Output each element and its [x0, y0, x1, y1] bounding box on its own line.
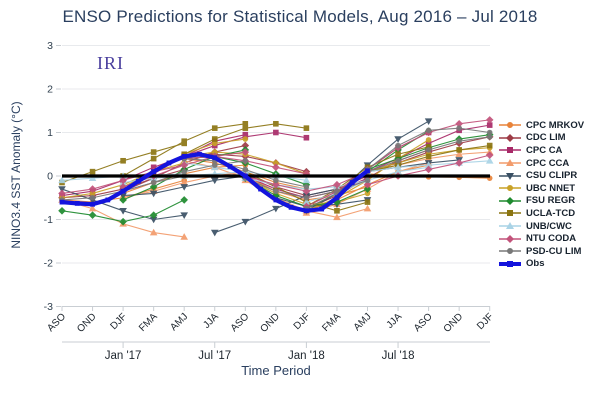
legend-swatch-triangle-up	[499, 222, 521, 230]
year-tick-label: Jul '17	[198, 350, 231, 362]
legend-swatch-circle	[499, 248, 521, 255]
legend-item-csu-clipr[interactable]: CSU CLIPR	[498, 169, 584, 182]
season-tick-label: ASO	[45, 311, 68, 334]
legend-label: CDC LIM	[526, 132, 566, 144]
legend-swatch-circle	[499, 122, 521, 129]
season-tick-label: JJA	[385, 311, 405, 331]
season-tick-label: OND	[442, 311, 466, 335]
year-tick-label: Jan '17	[105, 350, 142, 362]
legend-swatch-diamond	[499, 133, 521, 142]
legend-swatch-square	[499, 260, 521, 267]
legend-swatch-diamond	[499, 234, 521, 243]
legend-label: FSU REGR	[526, 195, 576, 207]
legend-label: UBC NNET	[526, 182, 576, 194]
season-tick-label: DJF	[292, 311, 313, 332]
legend-swatch-square	[499, 210, 521, 217]
legend-item-cpc-cca[interactable]: CPC CCA	[498, 157, 584, 170]
legend-label: CPC MRKOV	[526, 119, 585, 131]
legend-item-psd-cu-lim[interactable]: PSD-CU LIM	[498, 245, 584, 258]
x-axis-title: Time Period	[241, 363, 311, 378]
legend-item-ubc-nnet[interactable]: UBC NNET	[498, 182, 584, 195]
chart-title: ENSO Predictions for Statistical Models,…	[62, 7, 538, 26]
legend: CPC MRKOV CDC LIM CPC CA CPC CCA CSU CLIPR UB…	[498, 119, 584, 270]
y-tick-label: -2	[44, 258, 53, 270]
legend-label: NTU CODA	[526, 233, 577, 245]
legend-item-ucla-tcd[interactable]: UCLA-TCD	[498, 207, 584, 220]
legend-swatch-diamond	[499, 196, 521, 205]
legend-item-cdc-lim[interactable]: CDC LIM	[498, 132, 584, 145]
legend-item-fsu-regr[interactable]: FSU REGR	[498, 195, 584, 208]
year-tick-label: Jan '18	[288, 350, 325, 362]
legend-label: CSU CLIPR	[526, 170, 578, 182]
legend-swatch-triangle-down	[499, 172, 521, 180]
season-tick-label: AMJ	[168, 311, 190, 333]
legend-label: UCLA-TCD	[526, 207, 576, 219]
season-tick-label: OND	[75, 311, 99, 335]
y-tick-label: -1	[44, 214, 53, 226]
legend-label: PSD-CU LIM	[526, 245, 582, 257]
y-tick-label: 1	[47, 127, 53, 139]
season-tick-label: AMJ	[352, 311, 374, 333]
y-tick-label: 2	[47, 84, 53, 96]
legend-item-ntu-coda[interactable]: NTU CODA	[498, 232, 584, 245]
season-tick-label: FMA	[137, 311, 160, 334]
iri-watermark: IRI	[97, 53, 124, 73]
legend-item-unb-cwc[interactable]: UNB/CWC	[498, 220, 584, 233]
legend-swatch-square	[499, 147, 521, 154]
series-obs	[59, 151, 370, 214]
y-axis-title: NINO3.4 SST Anomaly (°C)	[9, 101, 23, 249]
legend-label: UNB/CWC	[526, 220, 572, 232]
legend-item-obs[interactable]: Obs	[498, 258, 584, 271]
legend-label: Obs	[526, 258, 545, 270]
season-tick-label: JJA	[201, 311, 221, 331]
season-tick-label: FMA	[320, 311, 343, 334]
season-tick-label: DJF	[475, 311, 496, 332]
legend-item-cpc-ca[interactable]: CPC CA	[498, 144, 584, 157]
season-tick-label: DJF	[108, 311, 129, 332]
year-tick-label: Jul '18	[382, 350, 415, 362]
season-tick-label: ASO	[229, 311, 252, 334]
y-tick-label: -3	[44, 301, 53, 313]
y-tick-label: 3	[47, 40, 53, 52]
legend-swatch-circle	[499, 185, 521, 192]
legend-swatch-triangle-up	[499, 159, 521, 167]
season-tick-label: ASO	[412, 311, 435, 334]
y-tick-label: 0	[47, 171, 53, 183]
legend-label: CPC CA	[526, 144, 563, 156]
legend-label: CPC CCA	[526, 157, 570, 169]
season-tick-label: OND	[258, 311, 282, 335]
legend-item-cpc-mrkov[interactable]: CPC MRKOV	[498, 119, 584, 132]
